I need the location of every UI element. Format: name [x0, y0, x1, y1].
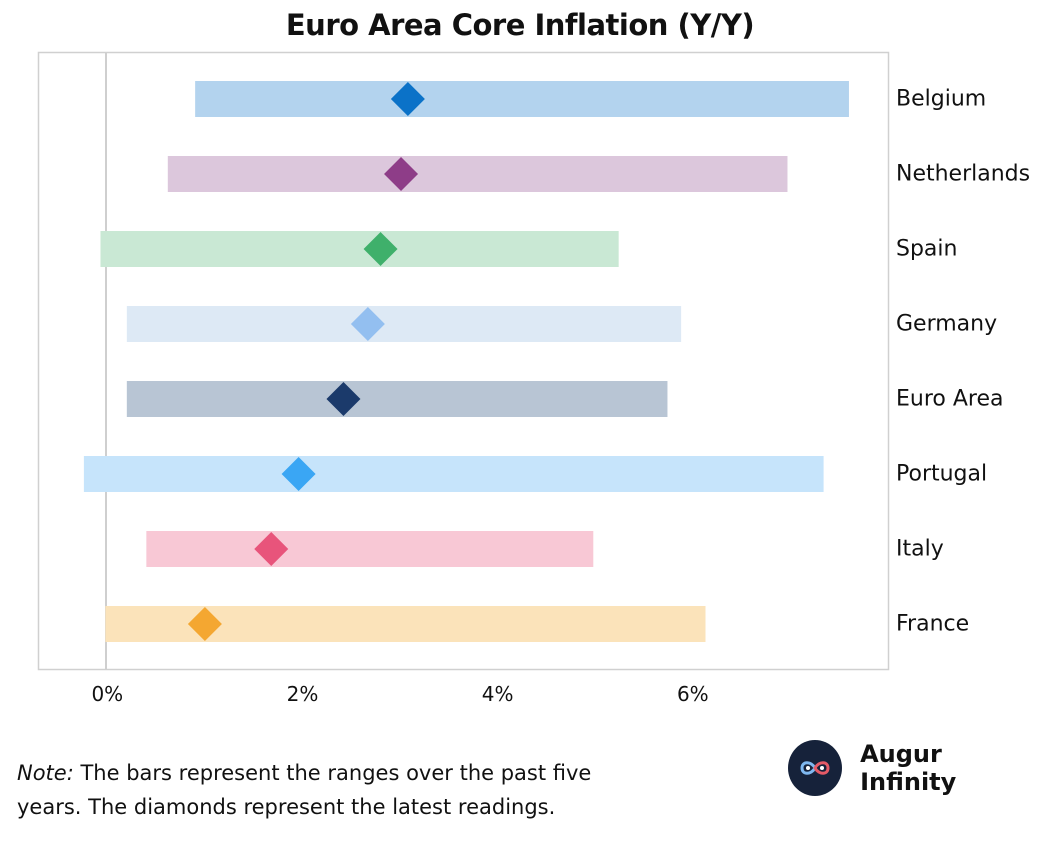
- plot-frame: [37, 51, 890, 671]
- range-bar-belgium: [195, 81, 849, 117]
- x-tick-labels: 0% 2% 4% 6%: [91, 682, 708, 706]
- infinity-logo-icon: [788, 740, 843, 796]
- range-bar-netherlands: [167, 156, 788, 192]
- range-bar-portugal: [83, 456, 824, 492]
- category-labels: Belgium Netherlands Spain Germany Euro Area P…: [896, 87, 1030, 637]
- latest-diamond-netherlands: [384, 157, 419, 191]
- category-label-spain: Spain: [896, 237, 957, 262]
- range-bar-italy: [146, 531, 594, 567]
- category-label-netherlands: Netherlands: [896, 162, 1030, 187]
- range-chart: Belgium Netherlands Spain Germany Euro Area P…: [37, 51, 1030, 706]
- note-lead: Note:: [17, 761, 74, 785]
- category-label-portugal: Portugal: [896, 462, 987, 487]
- latest-diamond-spain: [363, 232, 398, 266]
- category-label-euro-area: Euro Area: [896, 387, 1004, 412]
- category-label-italy: Italy: [896, 537, 944, 562]
- x-tick-label: 0%: [91, 682, 123, 706]
- latest-diamonds: [187, 82, 425, 641]
- range-bar-spain: [100, 231, 619, 267]
- latest-diamond-portugal: [281, 457, 316, 491]
- brand-name: Augur Infinity: [860, 740, 957, 796]
- category-label-france: France: [896, 612, 969, 637]
- latest-diamond-euro-area: [326, 382, 361, 416]
- latest-diamond-france: [187, 607, 222, 641]
- category-label-germany: Germany: [896, 312, 997, 337]
- x-tick-label: 2%: [287, 682, 319, 706]
- footnote: Note: The bars represent the ranges over…: [17, 756, 617, 824]
- x-tick-label: 4%: [482, 682, 514, 706]
- range-bars: [83, 81, 849, 642]
- range-bar-euro-area: [126, 381, 668, 417]
- latest-diamond-italy: [254, 532, 289, 566]
- category-label-belgium: Belgium: [896, 87, 986, 112]
- chart-title: Euro Area Core Inflation (Y/Y): [285, 8, 755, 42]
- latest-diamond-belgium: [390, 82, 425, 116]
- brand-block: Augur Infinity: [788, 740, 1040, 796]
- latest-diamond-germany: [350, 307, 385, 341]
- note-text: The bars represent the ranges over the p…: [17, 761, 592, 819]
- range-bar-germany: [126, 306, 682, 342]
- x-tick-label: 6%: [677, 682, 709, 706]
